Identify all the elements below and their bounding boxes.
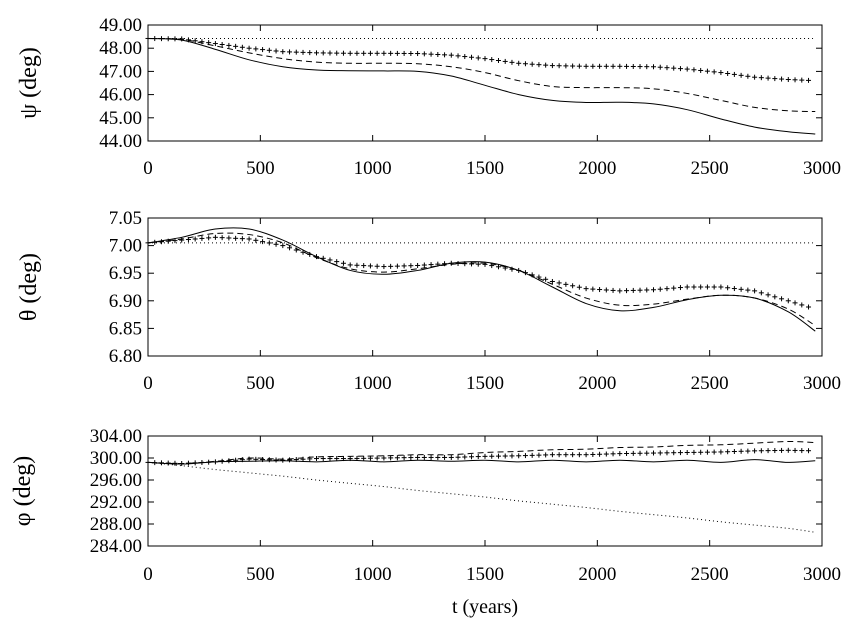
- x-tick-label: 0: [143, 564, 153, 585]
- x-tick-label: 2000: [578, 564, 616, 585]
- y-tick-label: 45.00: [99, 108, 142, 129]
- series-dotted-line: [147, 461, 816, 533]
- x-tick-label: 1500: [466, 373, 504, 394]
- y-tick-label: 288.00: [90, 514, 142, 535]
- x-tick-label: 1000: [354, 158, 392, 179]
- x-tick-label: 1500: [466, 564, 504, 585]
- y-tick-label: 304.00: [90, 426, 142, 447]
- series-dashed-line: [147, 232, 816, 327]
- x-tick-label: 500: [246, 564, 275, 585]
- x-tick-label: 1500: [466, 158, 504, 179]
- y-tick-label: 46.00: [99, 85, 142, 106]
- y-tick-label: 300.00: [90, 448, 142, 469]
- series-dashed-line: [147, 37, 816, 113]
- series-dashed-line: [147, 440, 816, 465]
- y-tick-label: 49.00: [99, 15, 142, 36]
- x-tick-label: 0: [143, 373, 153, 394]
- y-tick-label: 6.90: [109, 291, 142, 312]
- series-solid-line: [147, 459, 816, 465]
- y-axis-label: ψ (deg): [16, 47, 42, 119]
- x-axis-label: t (years): [452, 596, 518, 618]
- panel-2: 0 500 1000 1500 2000 2500 3000 7.05 7.00 6.95 6.90…: [16, 208, 841, 394]
- x-tick-label: 1000: [354, 564, 392, 585]
- x-tick-label: 2500: [691, 564, 729, 585]
- plot-frame: [147, 24, 823, 142]
- x-tick-label: 3000: [803, 158, 841, 179]
- y-tick-label: 48.00: [99, 38, 142, 59]
- y-tick-label: 6.95: [109, 263, 142, 284]
- series-plus-markers: [145, 35, 812, 83]
- x-tick-label: 3000: [803, 564, 841, 585]
- x-tick-label: 0: [143, 158, 153, 179]
- panel-3: 0 500 1000 1500 2000 2500 3000 304.00300.00296.…: [10, 426, 841, 585]
- y-axis-label: θ (deg): [16, 253, 42, 321]
- series-plus-markers: [145, 447, 812, 466]
- x-tick-label: 3000: [803, 373, 841, 394]
- y-tick-label: 7.05: [109, 208, 142, 229]
- y-tick-label: 6.85: [109, 318, 142, 339]
- x-tick-label: 500: [246, 158, 275, 179]
- x-tick-label: 2000: [578, 158, 616, 179]
- y-tick-label: 292.00: [90, 492, 142, 513]
- series-solid-line: [147, 37, 816, 135]
- y-tick-label: 44.00: [99, 131, 142, 152]
- y-tick-label: 296.00: [90, 470, 142, 491]
- x-tick-label: 2500: [691, 158, 729, 179]
- y-tick-label: 47.00: [99, 61, 142, 82]
- series-plus-markers: [145, 234, 812, 310]
- y-tick-label: 6.80: [109, 346, 142, 367]
- x-tick-label: 2000: [578, 373, 616, 394]
- x-tick-label: 500: [246, 373, 275, 394]
- y-tick-label: 284.00: [90, 536, 142, 557]
- y-axis-label: φ (deg): [10, 456, 36, 527]
- y-tick-label: 7.00: [109, 236, 142, 257]
- x-tick-label: 1000: [354, 373, 392, 394]
- x-tick-label: 2500: [691, 373, 729, 394]
